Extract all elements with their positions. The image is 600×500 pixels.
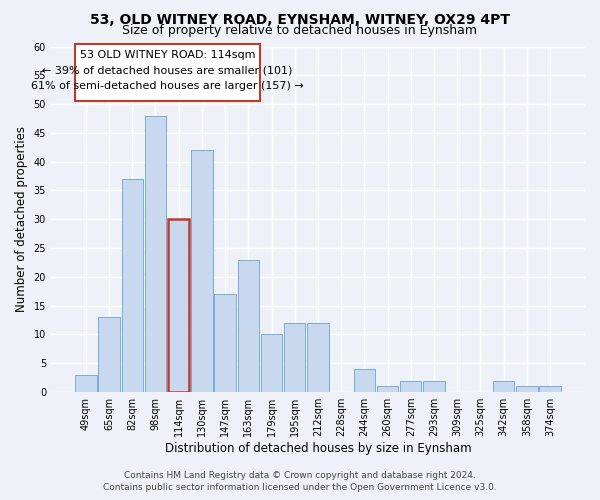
Bar (122, 179, 143, 392)
Bar (539, 386, 561, 392)
Text: ← 39% of detached houses are smaller (101): ← 39% of detached houses are smaller (10… (42, 66, 293, 76)
Bar (493, 380, 514, 392)
Bar (145, 116, 166, 392)
Y-axis label: Number of detached properties: Number of detached properties (15, 126, 28, 312)
Text: 53 OLD WITNEY ROAD: 114sqm: 53 OLD WITNEY ROAD: 114sqm (80, 50, 255, 60)
Bar (354, 369, 375, 392)
Bar (307, 323, 329, 392)
Bar (284, 323, 305, 392)
Text: Contains HM Land Registry data © Crown copyright and database right 2024.
Contai: Contains HM Land Registry data © Crown c… (103, 471, 497, 492)
Bar (377, 386, 398, 392)
Bar (516, 386, 538, 392)
Bar (191, 150, 212, 392)
Bar (400, 380, 421, 392)
X-axis label: Distribution of detached houses by size in Eynsham: Distribution of detached houses by size … (164, 442, 471, 455)
Text: Size of property relative to detached houses in Eynsham: Size of property relative to detached ho… (122, 24, 478, 37)
Bar (98, 317, 120, 392)
FancyBboxPatch shape (75, 44, 260, 101)
Text: 61% of semi-detached houses are larger (157) →: 61% of semi-detached houses are larger (… (31, 80, 304, 90)
Bar (75, 375, 97, 392)
Bar (261, 334, 282, 392)
Bar (214, 294, 236, 392)
Bar (424, 380, 445, 392)
Text: 53, OLD WITNEY ROAD, EYNSHAM, WITNEY, OX29 4PT: 53, OLD WITNEY ROAD, EYNSHAM, WITNEY, OX… (90, 12, 510, 26)
Bar (238, 260, 259, 392)
Bar (168, 220, 190, 392)
